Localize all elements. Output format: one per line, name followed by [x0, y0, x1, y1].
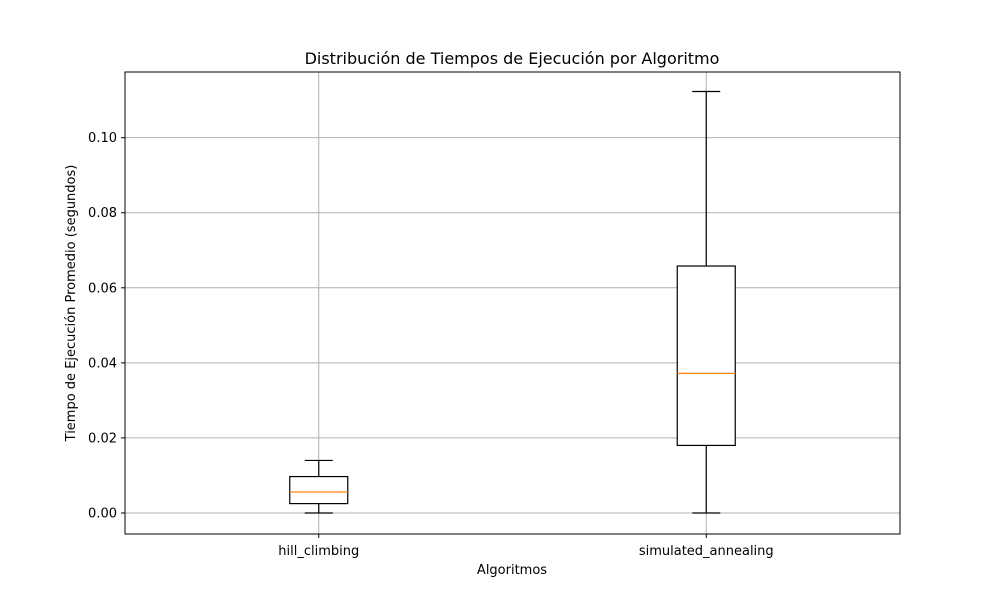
iqr-box	[676, 265, 736, 447]
axis-ticks: 0.00 0.02 0.04 0.06 0.08 0.10 hill_climbing sim…	[88, 131, 774, 559]
y-tick-label: 0.02	[88, 431, 117, 446]
x-axis-label: Algoritmos	[477, 563, 547, 578]
y-tick-label: 0.00	[88, 506, 117, 521]
chart-title: Distribución de Tiempos de Ejecución por…	[305, 49, 720, 68]
plot-area-frame	[124, 71, 901, 535]
grid-lines	[125, 72, 900, 534]
y-tick-label: 0.10	[88, 131, 117, 146]
box-series	[289, 90, 736, 514]
y-tick-label: 0.04	[88, 356, 117, 371]
y-tick-label: 0.08	[88, 206, 117, 221]
x-tick-label: simulated_annealing	[639, 544, 774, 559]
y-tick-label: 0.06	[88, 281, 117, 296]
x-tick-label: hill_climbing	[278, 544, 359, 559]
iqr-box	[289, 475, 349, 505]
y-axis-label: Tiempo de Ejecución Promedio (segundos)	[64, 165, 79, 443]
